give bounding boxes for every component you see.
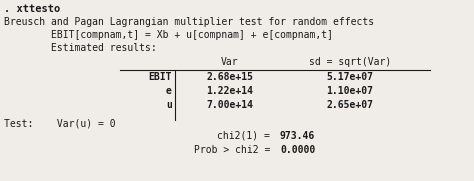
Text: 0.0000: 0.0000 <box>280 145 315 155</box>
Text: e: e <box>166 86 172 96</box>
Text: Estimated results:: Estimated results: <box>4 43 157 53</box>
Text: Test:    Var(u) = 0: Test: Var(u) = 0 <box>4 118 116 128</box>
Text: sd = sqrt(Var): sd = sqrt(Var) <box>309 57 391 67</box>
Text: 2.68e+15: 2.68e+15 <box>207 72 254 82</box>
Text: Prob > chi2 =: Prob > chi2 = <box>193 145 270 155</box>
Text: 2.65e+07: 2.65e+07 <box>327 100 374 110</box>
Text: 973.46: 973.46 <box>280 131 315 141</box>
Text: Breusch and Pagan Lagrangian multiplier test for random effects: Breusch and Pagan Lagrangian multiplier … <box>4 17 374 27</box>
Text: 7.00e+14: 7.00e+14 <box>207 100 254 110</box>
Text: chi2(1) =: chi2(1) = <box>217 131 270 141</box>
Text: Var: Var <box>221 57 239 67</box>
Text: . xttesto: . xttesto <box>4 4 60 14</box>
Text: EBIT: EBIT <box>148 72 172 82</box>
Text: EBIT[compnam,t] = Xb + u[compnam] + e[compnam,t]: EBIT[compnam,t] = Xb + u[compnam] + e[co… <box>4 30 333 40</box>
Text: 1.22e+14: 1.22e+14 <box>207 86 254 96</box>
Text: u: u <box>166 100 172 110</box>
Text: 5.17e+07: 5.17e+07 <box>327 72 374 82</box>
Text: 1.10e+07: 1.10e+07 <box>327 86 374 96</box>
